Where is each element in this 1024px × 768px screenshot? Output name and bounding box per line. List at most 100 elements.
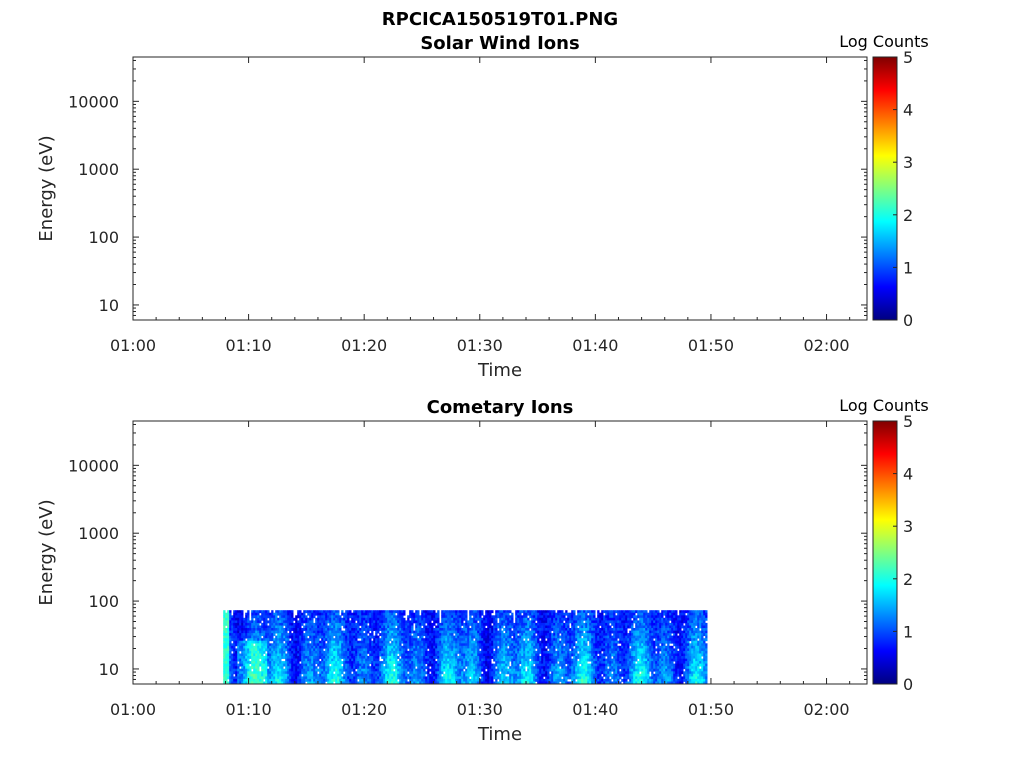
spectrogram-cell (423, 620, 426, 624)
spectrogram-cell (505, 633, 508, 637)
spectrogram-cell (297, 628, 300, 631)
spectrogram-cell (465, 638, 468, 642)
spectrogram-cell (339, 673, 342, 677)
spectrogram-cell (297, 678, 300, 682)
spectrogram-cell (245, 668, 248, 672)
spectrogram-cell (233, 671, 236, 675)
spectrogram-cell (533, 678, 536, 682)
spectrogram-cell (367, 681, 370, 685)
spectrogram-cell (293, 638, 296, 642)
spectrogram-cell (259, 620, 262, 624)
spectrogram-cell (337, 645, 340, 649)
spectrogram-cell (445, 638, 448, 642)
spectrogram-cell (305, 658, 308, 662)
spectrogram-cell (539, 656, 542, 659)
spectrogram-cell (279, 633, 282, 637)
spectrogram-cell (363, 663, 366, 667)
spectrogram-cell (423, 622, 426, 626)
spectrogram-cell (521, 658, 524, 662)
spectrogram-cell (541, 650, 544, 654)
spectrogram-cell (383, 615, 386, 619)
spectrogram-cell (527, 630, 530, 634)
spectrogram-cell (299, 681, 302, 685)
spectrogram-cell (383, 653, 386, 657)
spectrogram-cell (367, 643, 370, 647)
spectrogram-cell (375, 620, 378, 624)
spectrogram-cell (507, 610, 510, 614)
spectrogram-cell (227, 658, 230, 662)
spectrogram-cell (559, 643, 562, 647)
spectrogram-cell (377, 628, 380, 631)
spectrogram-cell (475, 661, 478, 665)
spectrogram-cell (441, 633, 444, 637)
spectrogram-cell (289, 612, 292, 616)
spectrogram-cell (397, 625, 400, 629)
spectrogram-cell (575, 653, 578, 657)
spectrogram-cell (445, 640, 448, 644)
spectrogram-cell (325, 645, 328, 649)
spectrogram-cell (305, 650, 308, 654)
spectrogram-cell (339, 638, 342, 642)
spectrogram-cell (475, 653, 478, 657)
spectrogram-cell (311, 681, 314, 685)
spectrogram-cell (309, 615, 312, 619)
spectrogram-cell (389, 673, 392, 677)
spectrogram-cell (567, 653, 570, 657)
spectrogram-cell (287, 650, 290, 654)
spectrogram-cell (273, 615, 276, 619)
spectrogram-cell (361, 625, 364, 629)
spectrogram-cell (301, 676, 304, 680)
spectrogram-cell (313, 663, 316, 667)
spectrogram-cell (411, 653, 414, 657)
spectrogram-cell (429, 663, 432, 667)
spectrogram-cell (271, 645, 274, 649)
spectrogram-cell (279, 625, 282, 629)
spectrogram-cell (427, 671, 430, 675)
spectrogram-cell (289, 615, 292, 619)
spectrogram-cell (407, 656, 410, 659)
spectrogram-cell (275, 617, 278, 621)
spectrogram-cell (321, 633, 324, 637)
spectrogram-cell (355, 661, 358, 665)
spectrogram-cell (493, 630, 496, 634)
spectrogram-cell (463, 653, 466, 657)
spectrogram-cell (337, 648, 340, 652)
spectrogram-cell (545, 678, 548, 682)
spectrogram-cell (557, 653, 560, 657)
spectrogram-cell (381, 615, 384, 619)
spectrogram-cell (407, 663, 410, 667)
spectrogram-cell (389, 635, 392, 639)
spectrogram-cell (453, 648, 456, 652)
spectrogram-cell (529, 681, 532, 685)
spectrogram-cell (501, 645, 504, 649)
spectrogram-cell (539, 658, 542, 662)
spectrogram-cell (511, 630, 514, 634)
spectrogram-cell (499, 663, 502, 667)
spectrogram-cell (265, 633, 268, 637)
spectrogram-cell (411, 678, 414, 682)
spectrogram-cell (459, 658, 462, 662)
spectrogram-cell (379, 633, 382, 637)
spectrogram-cell (517, 612, 520, 616)
spectrogram-data (223, 610, 708, 685)
spectrogram-cell (525, 643, 528, 647)
spectrogram-cell (253, 640, 256, 644)
spectrogram-cell (389, 671, 392, 675)
spectrogram-cell (227, 638, 230, 642)
spectrogram-cell (517, 643, 520, 647)
spectrogram-cell (335, 617, 338, 621)
spectrogram-cell (243, 633, 246, 637)
spectrogram-cell (575, 643, 578, 647)
spectrogram-cell (431, 648, 434, 652)
spectrogram-cell (295, 630, 298, 634)
spectrogram-cell (349, 653, 352, 657)
spectrogram-cell (507, 625, 510, 629)
spectrogram-cell (527, 663, 530, 667)
spectrogram-cell (259, 673, 262, 677)
spectrogram-cell (485, 638, 488, 642)
spectrogram-cell (395, 617, 398, 621)
spectrogram-cell (489, 678, 492, 682)
spectrogram-cell (293, 663, 296, 667)
spectrogram-cell (379, 681, 382, 685)
spectrogram-cell (415, 663, 418, 667)
